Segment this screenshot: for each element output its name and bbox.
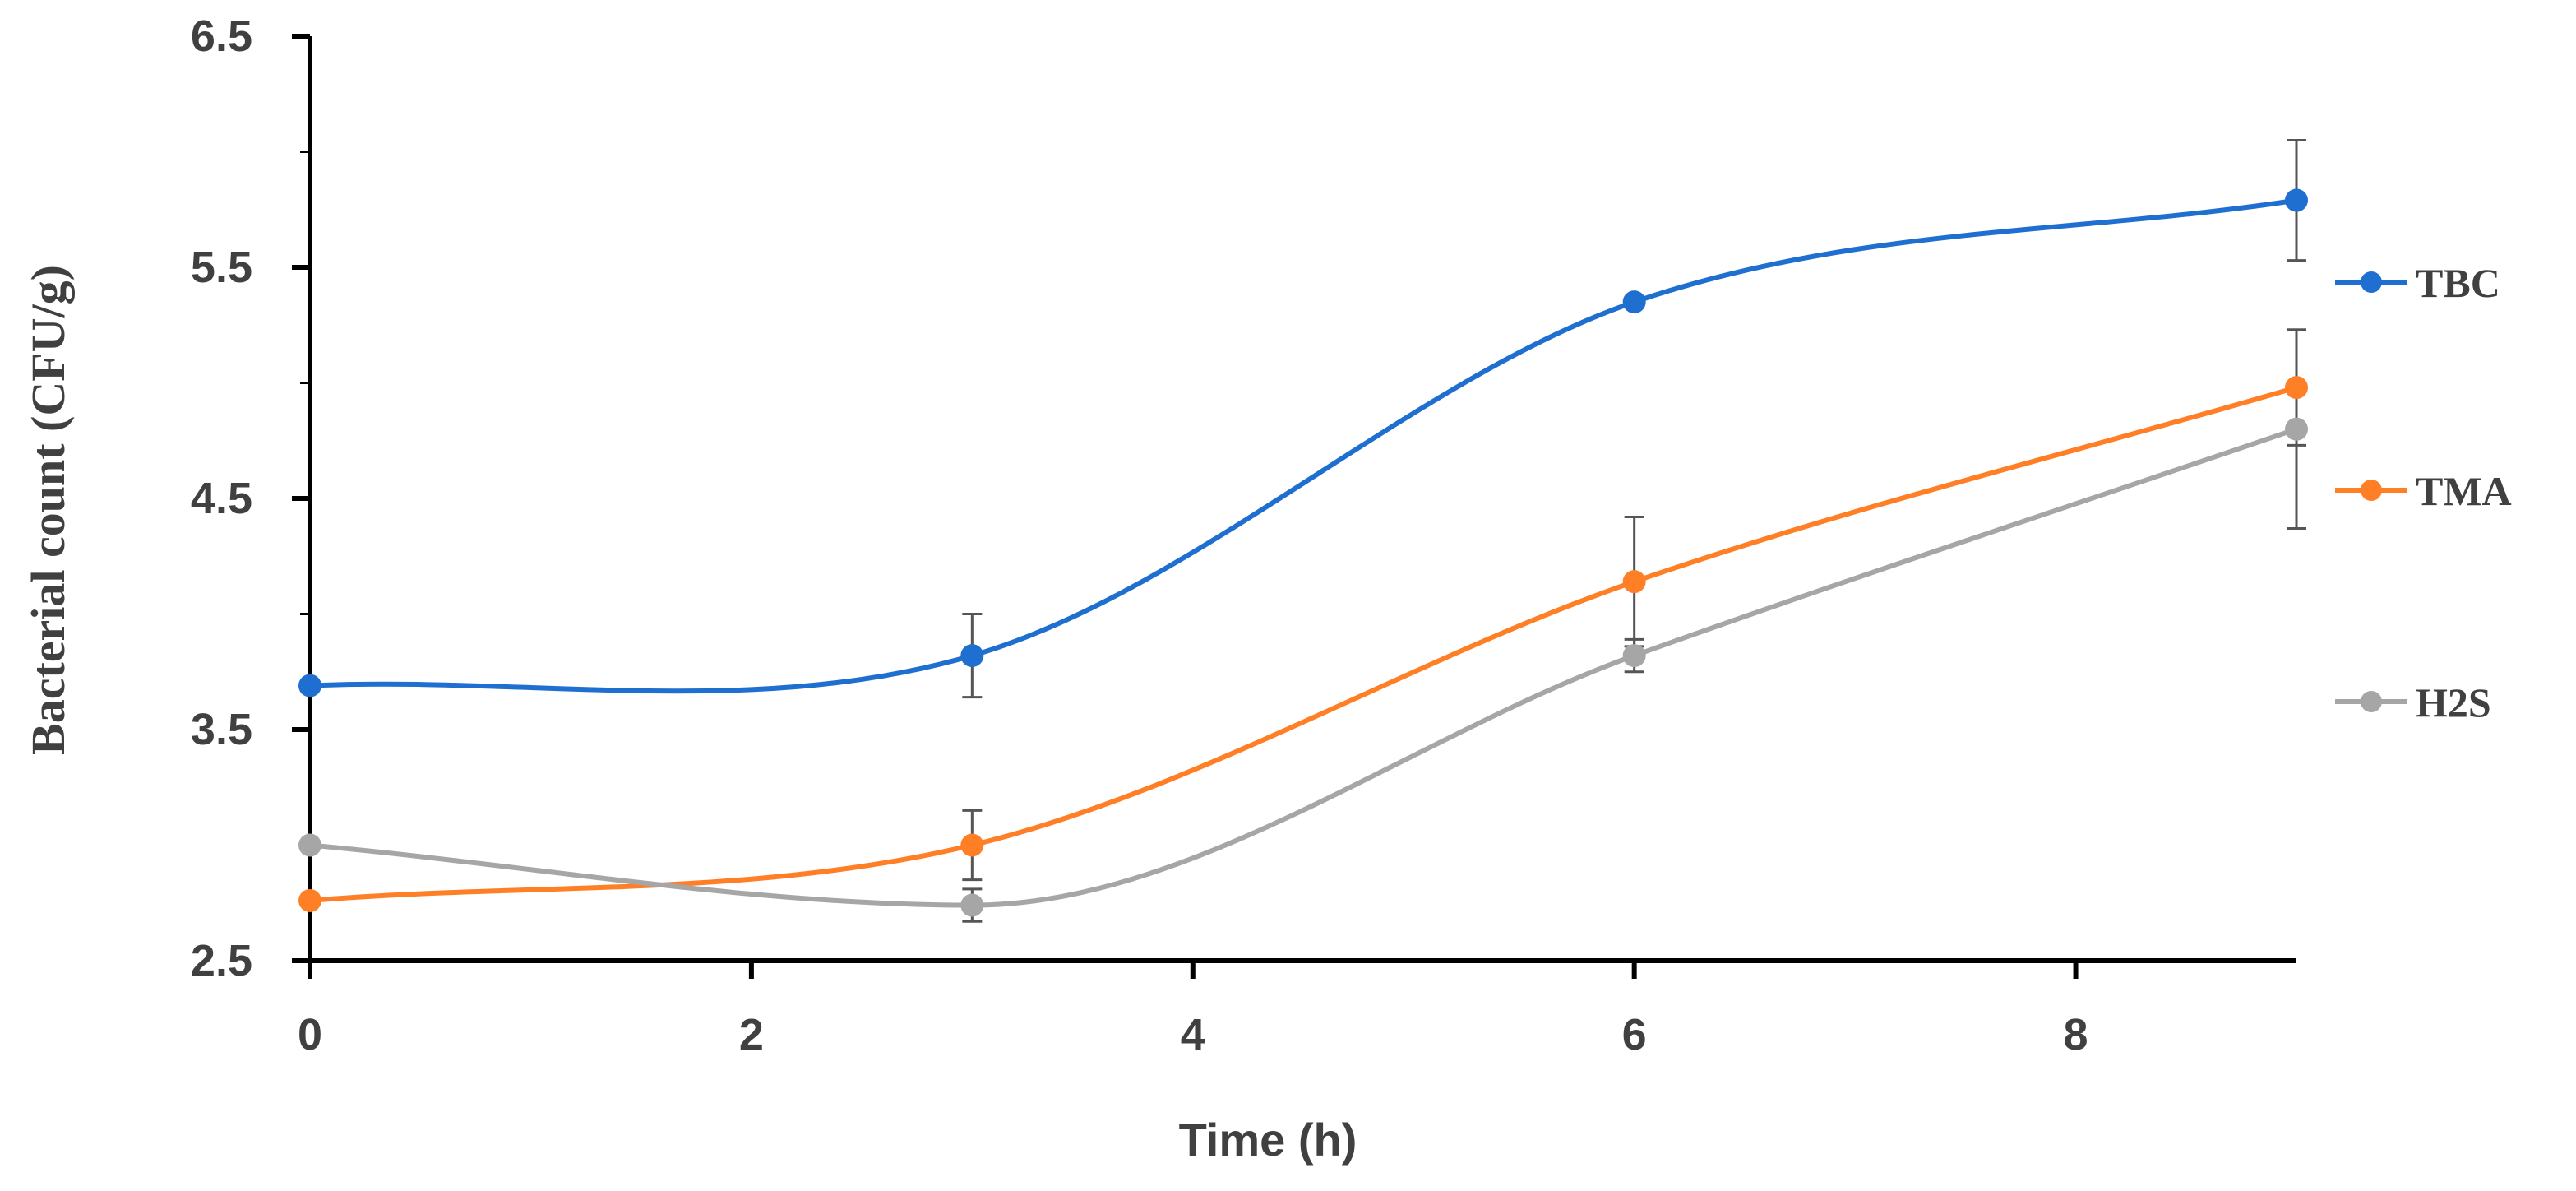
data-point-h2s [960,893,984,917]
legend-item-tma: TMA [2335,468,2512,514]
legend-swatch-marker-tbc [2361,271,2382,293]
data-point-tma [2285,376,2308,400]
legend-label-tma: TMA [2416,468,2512,514]
x-tick-label: 0 [298,1010,322,1059]
x-tick-label: 2 [739,1010,764,1059]
series-points [298,188,2308,917]
data-point-h2s [298,833,321,857]
plot-area: 2.5 3.5 4.5 5.5 6.5 0 2 4 6 8 [191,12,2308,1059]
data-point-tbc [1622,290,1646,314]
y-tick-label: 5.5 [191,243,252,292]
legend-label-tbc: TBC [2416,260,2500,306]
data-point-h2s [2285,417,2308,441]
x-ticks: 0 2 4 6 8 [298,961,2088,1059]
legend-label-h2s: H2S [2416,679,2491,725]
y-tick-label: 4.5 [191,474,252,523]
x-tick-label: 6 [1622,1010,1647,1059]
series-lines [309,197,2297,908]
legend-swatch-marker-tma [2361,480,2382,501]
legend: TBC TMA H2S [2335,260,2512,725]
data-point-tbc [2285,188,2308,212]
x-tick-label: 8 [2064,1010,2088,1059]
y-axis-title: Bacterial count (CFU/g) [21,265,75,755]
data-point-tbc [298,674,321,697]
data-point-tma [960,833,984,857]
legend-swatch-marker-h2s [2361,691,2382,712]
legend-item-h2s: H2S [2335,679,2491,725]
data-point-tma [298,888,321,912]
series-line-tma [309,385,2297,903]
data-point-h2s [1622,644,1646,668]
x-tick-label: 4 [1181,1010,1205,1059]
data-point-tma [1622,570,1646,594]
legend-item-tbc: TBC [2335,260,2500,306]
data-point-tbc [960,644,984,668]
y-ticks: 2.5 3.5 4.5 5.5 6.5 [191,12,310,985]
error-bars [962,138,2306,923]
series-line-tbc [309,197,2297,694]
y-tick-label: 6.5 [191,12,252,61]
y-tick-label: 3.5 [191,705,252,754]
y-tick-label: 2.5 [191,936,252,985]
series-line-h2s [309,426,2297,908]
x-axis-title: Time (h) [1179,1114,1357,1166]
